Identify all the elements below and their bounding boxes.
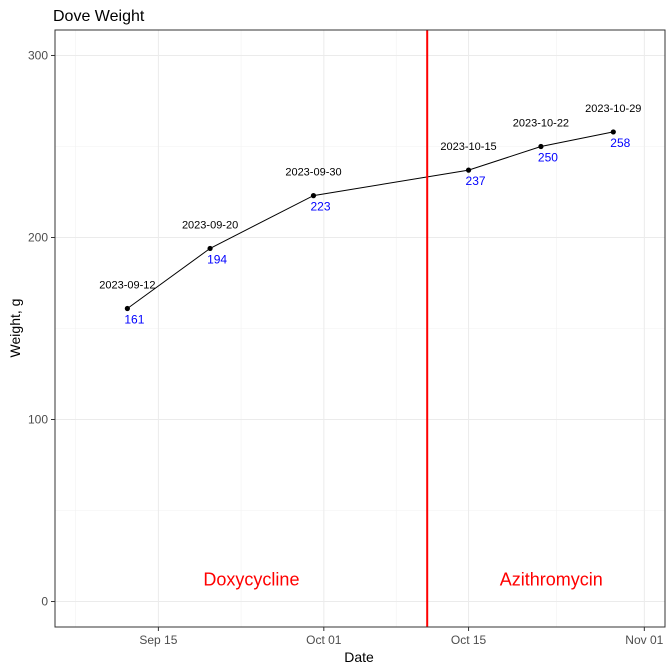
data-value-label: 237	[466, 174, 486, 188]
data-point	[538, 143, 544, 150]
series-line	[127, 131, 614, 309]
y-tick-label: 0	[41, 595, 48, 609]
plot-area: 0 100 200 300 Sep 15 Oct 01 Oct 15 Nov 01 2023-0…	[28, 29, 666, 647]
x-axis-title: Date	[344, 649, 374, 665]
panel-border	[54, 29, 666, 628]
data-value-label: 161	[124, 312, 144, 326]
y-tick-label: 200	[28, 230, 48, 244]
data-date-label: 2023-10-29	[585, 103, 641, 115]
x-tick-label: Sep 15	[139, 633, 177, 647]
data-point	[310, 193, 317, 199]
data-value-label: 258	[610, 136, 630, 150]
y-tick-label: 300	[28, 48, 48, 62]
data-point	[207, 245, 213, 252]
data-date-label: 2023-10-15	[440, 141, 496, 153]
treatment-label: Azithromycin	[500, 569, 603, 589]
data-date-label: 2023-09-30	[285, 167, 341, 179]
data-date-label: 2023-09-12	[99, 279, 155, 291]
chart-title: Dove Weight	[53, 8, 145, 25]
x-tick-label: Nov 01	[625, 633, 663, 647]
data-date-label: 2023-09-20	[182, 219, 238, 231]
x-tick-label: Oct 01	[306, 633, 342, 647]
y-axis-title: Weight, g	[7, 299, 23, 358]
data-point	[610, 129, 616, 135]
data-point	[465, 167, 472, 173]
data-value-label: 194	[207, 252, 227, 266]
data-date-label: 2023-10-22	[513, 117, 569, 129]
x-tick-label: Oct 15	[451, 633, 487, 647]
y-tick-label: 100	[28, 413, 48, 427]
data-value-label: 250	[538, 150, 558, 164]
data-point	[124, 305, 130, 312]
treatment-label: Doxycycline	[203, 569, 299, 589]
data-value-label: 223	[310, 200, 330, 214]
